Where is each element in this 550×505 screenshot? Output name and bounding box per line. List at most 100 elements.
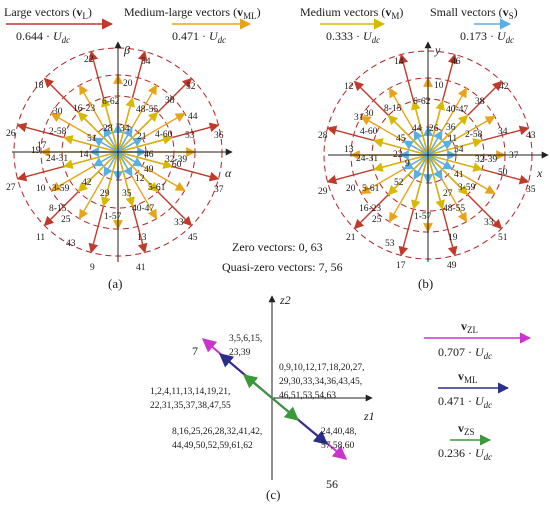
vec-label: 27 <box>443 189 453 199</box>
svg-text:vZS: vZS <box>458 421 475 437</box>
legend-medlarge: Medium-large vectors (vML) 0.471 · Udc <box>124 5 261 45</box>
legend-small: Small vectors (vS) 0.173 · Udc <box>430 5 518 45</box>
panel-c-caption: (c) <box>266 487 280 502</box>
panel-b-y-label: y <box>434 43 441 57</box>
medium-vector-arrow <box>427 154 469 196</box>
vec-label: 49 <box>144 165 154 175</box>
vec-label: 32-39 <box>475 155 497 165</box>
medium-vector-arrow <box>117 151 174 169</box>
vec-label: 35 <box>526 185 536 195</box>
group-left-1: 1,2,4,11,13,14,19,21, <box>150 387 230 397</box>
vec-label: 42 <box>499 82 509 92</box>
vec-label: 13 <box>137 233 147 243</box>
vec-label: 2-58 <box>465 130 483 140</box>
medium-vector-arrow <box>62 135 119 153</box>
zs-vector-lower <box>271 397 300 421</box>
vec-label: 41 <box>454 170 464 180</box>
vec-label: 53 <box>385 239 395 249</box>
group-bottom-left-1: 8,16,25,26,28,32,41,42, <box>172 427 262 437</box>
vec-label: 38 <box>475 97 485 107</box>
vec-label: 9 <box>405 159 410 169</box>
vec-label: 22 <box>393 150 403 160</box>
vec-label: 32-39 <box>165 155 187 165</box>
svg-text:Medium vectors (vM): Medium vectors (vM) <box>300 5 403 21</box>
svg-text:Small vectors (vS): Small vectors (vS) <box>430 5 518 21</box>
quasi-zero-vectors-note: Quasi-zero vectors: 7, 56 <box>222 260 343 274</box>
legend-zs: vZS 0.236 · Udc <box>438 421 492 462</box>
small-vector-arrow <box>413 129 429 156</box>
vec-label: 45 <box>396 134 406 144</box>
svg-text:vML: vML <box>458 369 478 385</box>
vec-label: 46 <box>451 57 461 67</box>
vec-label: 3-59 <box>458 183 476 193</box>
vec-label: 12 <box>344 82 354 92</box>
medium-vector-arrow <box>372 138 429 156</box>
panel-c-diagram: z1 z2 7 56 3,5,6,15, 23,39 0,9,10,12,17,… <box>150 293 532 502</box>
vec-label: 1-57 <box>414 212 432 222</box>
vec-label: 16-23 <box>359 204 381 214</box>
vec-label: 37 <box>509 151 519 161</box>
small-vector-arrow <box>103 126 119 153</box>
medium-vector-arrow <box>117 151 135 208</box>
group-bottom-right-2: 57,58,60 <box>321 441 355 451</box>
vector-7-label: 7 <box>192 344 198 358</box>
medium-vector-arrow <box>427 99 445 156</box>
small-vector-arrow <box>402 154 429 170</box>
vec-label: 21 <box>346 233 356 243</box>
small-vector-arrow <box>427 140 454 156</box>
vec-label: 16-23 <box>73 104 95 114</box>
vec-label: 46 <box>144 150 154 160</box>
vec-label: 40-47 <box>132 204 154 214</box>
vec-label: 44 <box>188 112 198 122</box>
vec-label: 48-55 <box>136 105 158 115</box>
vec-label: 10 <box>36 184 46 194</box>
vec-label: 25 <box>61 215 71 225</box>
legend-ml: vML 0.471 · Udc <box>438 369 510 410</box>
panel-b-x-label: x <box>536 166 543 180</box>
medium-vector-arrow <box>77 111 119 153</box>
svg-text:0.471 · Udc: 0.471 · Udc <box>438 394 492 410</box>
svg-text:0.707 · Udc: 0.707 · Udc <box>438 345 492 361</box>
panel-c-z1-label: z1 <box>363 409 375 423</box>
medium-vector-arrow <box>427 154 484 172</box>
panel-a-alpha-label: α <box>225 166 232 180</box>
medium-vector-arrow <box>101 151 119 208</box>
vec-label: 4-60 <box>155 130 173 140</box>
small-vector-arrow <box>427 154 454 170</box>
panel-b-diagram: x y 14 46 12 42 28 43 29 35 21 51 17 49 … <box>318 41 549 291</box>
vec-label: 20 <box>346 184 356 194</box>
vec-label: 50 <box>498 168 508 178</box>
medium-vector-arrow <box>117 135 174 153</box>
panel-b-labels: 14 46 12 42 28 43 29 35 21 51 17 49 10 3… <box>318 57 536 271</box>
panel-a-caption: (a) <box>108 276 122 291</box>
vec-label: 24-31 <box>356 154 378 164</box>
vec-label: 12 <box>135 174 145 184</box>
zs-vector-upper <box>242 374 273 399</box>
small-vector-arrow <box>117 126 133 153</box>
vec-label: 48-55 <box>443 204 465 214</box>
vec-label: 40-47 <box>446 105 468 115</box>
group-zero-3: 46,51,53,54,63 <box>279 391 336 401</box>
vec-label: 33 <box>174 218 184 228</box>
medium-vector-arrow <box>427 154 445 211</box>
vec-label: 26 <box>6 129 16 139</box>
vec-label: 3-59 <box>52 184 70 194</box>
medium-vector-arrow <box>427 138 484 156</box>
small-vector-arrow <box>117 151 144 167</box>
medium-vector-arrow <box>411 99 429 156</box>
vec-label: 52 <box>394 178 404 188</box>
vec-label: 1-57 <box>104 212 122 222</box>
vec-label: 54 <box>454 145 464 155</box>
vec-label: 2-58 <box>49 127 67 137</box>
group-left-2: 22,31,35,37,38,47,55 <box>150 401 231 411</box>
vec-label: 27 <box>6 183 16 193</box>
vec-label: 35 <box>122 189 132 199</box>
small-vector-arrow <box>117 151 133 178</box>
vec-label: 34 <box>498 127 508 137</box>
vec-label: 31 <box>354 113 364 123</box>
vec-label: 22 <box>84 55 94 65</box>
vec-label: 54 <box>141 57 151 67</box>
vec-label: 36 <box>446 123 456 133</box>
group-top-2: 23,39 <box>229 348 251 358</box>
